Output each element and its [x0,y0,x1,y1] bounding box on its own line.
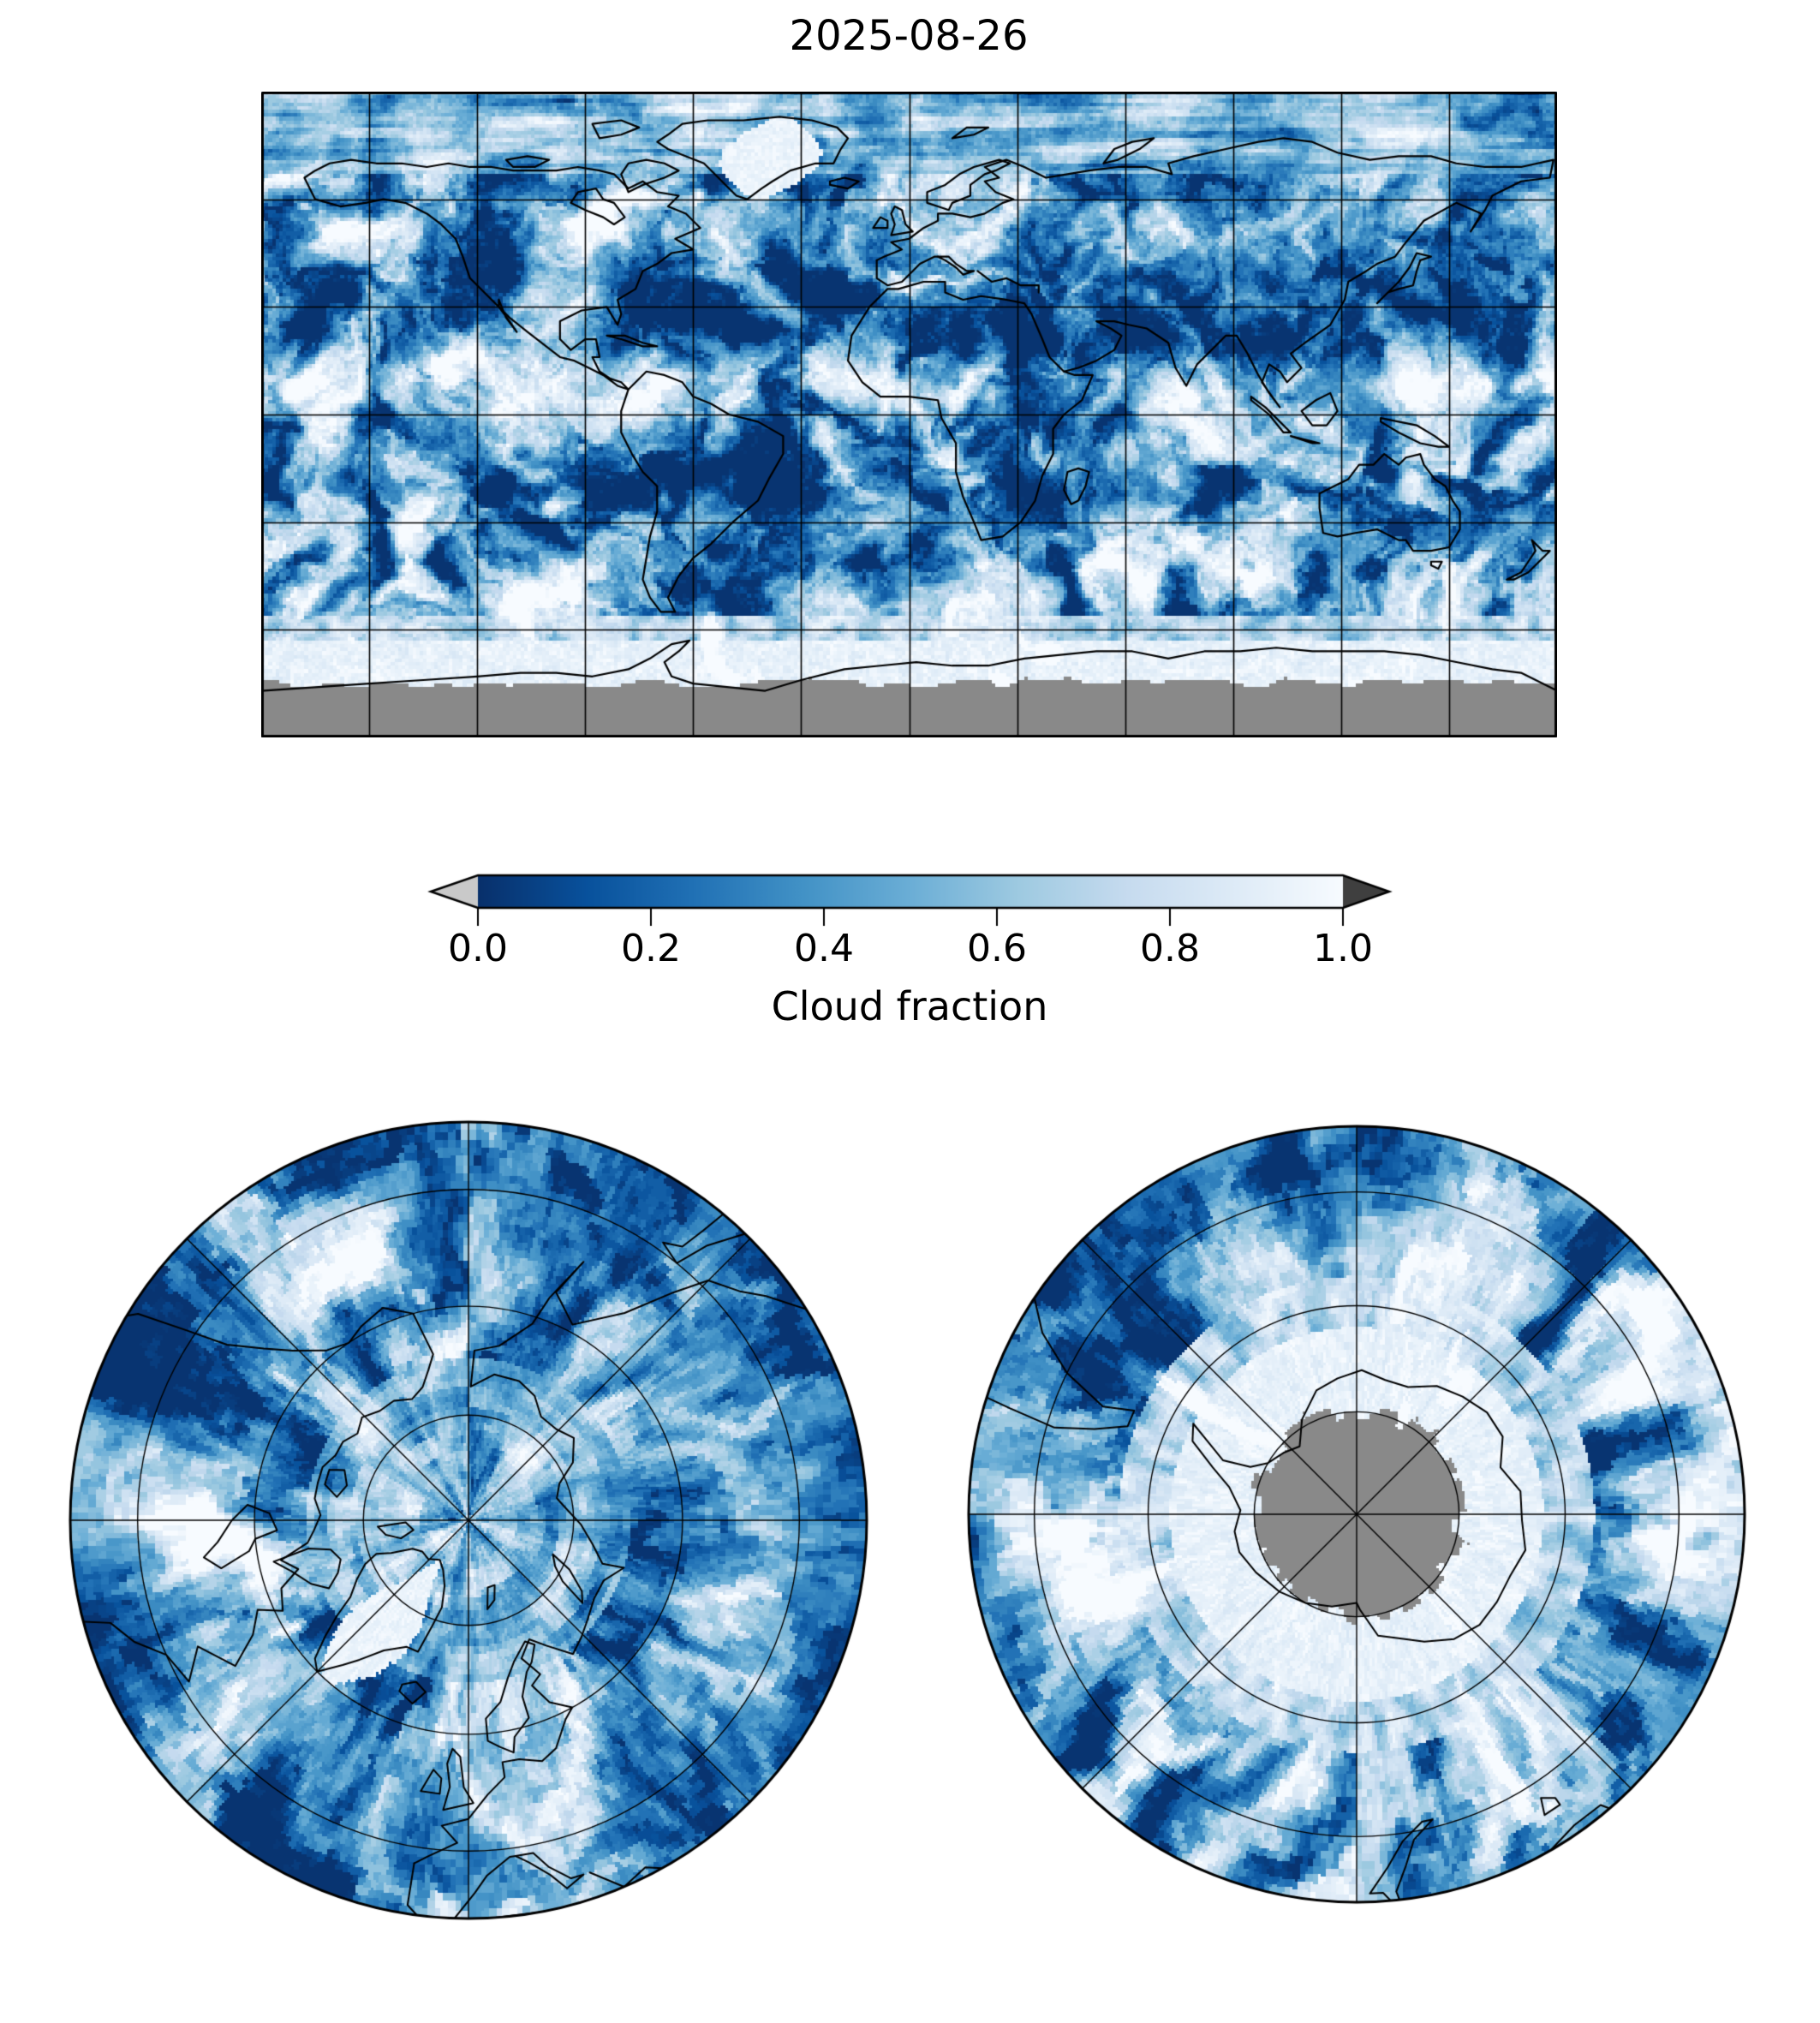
colorbar-tick-label: 0.0 [448,927,508,970]
north-polar-map [68,1119,869,1921]
colorbar-tick-label: 0.2 [621,927,681,970]
south-polar-map [966,1124,1747,1905]
colorbar-tick-label: 1.0 [1313,927,1373,970]
global-cloud-map [261,92,1557,737]
colorbar-tick-label: 0.6 [967,927,1027,970]
colorbar-axis-label: Cloud fraction [771,983,1048,1029]
colorbar-tick-label: 0.4 [794,927,854,970]
figure-title: 2025-08-26 [789,12,1029,60]
colorbar-tick-label: 0.8 [1140,927,1200,970]
colorbar [427,873,1394,929]
